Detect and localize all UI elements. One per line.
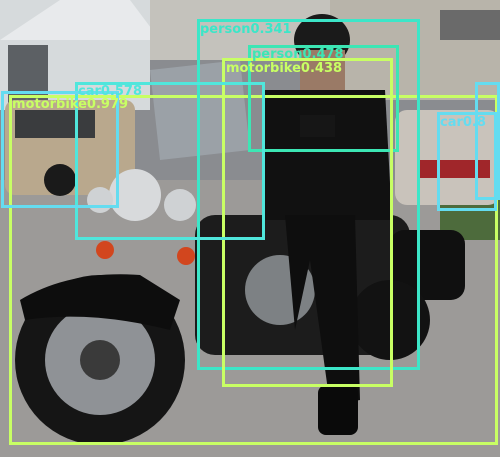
turn-signal-left (96, 241, 114, 259)
detection-box-car (437, 112, 497, 211)
car-right-body (395, 110, 500, 205)
detection-box-person (248, 45, 399, 152)
saddlebag (390, 230, 465, 300)
rider-face (300, 50, 345, 90)
car-left-wheel (44, 164, 76, 196)
detection-label: car0.8 (440, 115, 486, 130)
rider-pants (285, 215, 360, 405)
spot-light-right (164, 189, 196, 221)
detection-box-person (197, 19, 420, 370)
turn-signal-right (177, 247, 195, 265)
detection-box-car (1, 91, 119, 208)
rider-boot (318, 385, 358, 435)
window-right (440, 10, 500, 40)
front-fender (20, 274, 180, 330)
detection-box-motorbike (9, 95, 498, 445)
detection-box-car (75, 82, 265, 240)
roof-left (0, 0, 160, 40)
detection-label: person0.341 (200, 22, 292, 37)
detection-box-motorbike (222, 58, 393, 387)
headlight (109, 169, 161, 221)
rider-jacket (262, 90, 392, 220)
front-hub (80, 340, 120, 380)
rider-glove (300, 115, 335, 137)
detection-label: person0.478 (252, 47, 344, 62)
windshield (150, 60, 250, 160)
detection-label: car0.578 (78, 84, 143, 99)
detection-label: motorbike0.438 (226, 61, 343, 76)
car-left-window (15, 110, 95, 138)
detection-label: motorbike0.979 (12, 97, 129, 112)
detection-box-car (475, 82, 500, 200)
